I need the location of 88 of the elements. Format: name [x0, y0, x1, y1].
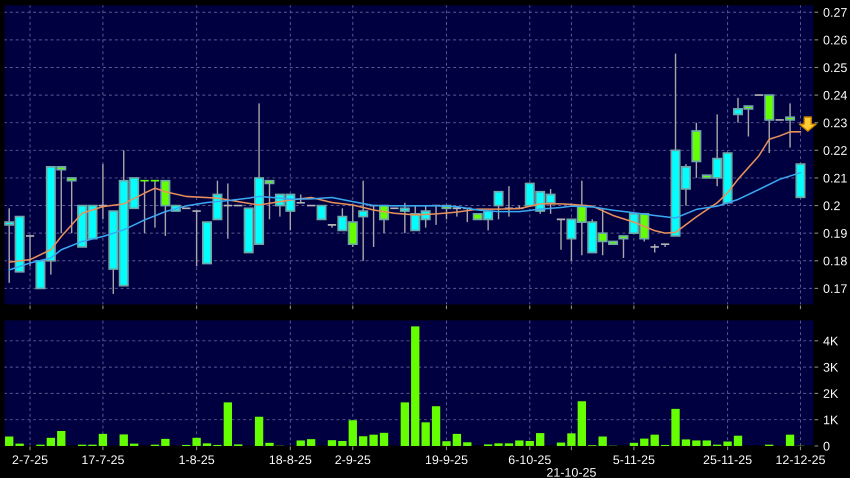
bar	[224, 402, 232, 446]
bar	[46, 438, 56, 446]
bar	[494, 443, 503, 446]
y-tick-label: 1K	[824, 416, 838, 424]
x-tick-label: 21-10-25	[547, 468, 596, 477]
bar	[192, 438, 201, 446]
bar	[526, 440, 534, 446]
candlestick	[556, 218, 566, 250]
candlestick	[431, 204, 442, 226]
candlestick	[462, 207, 472, 223]
bar	[98, 434, 108, 446]
candlestick	[66, 177, 77, 234]
bar	[452, 434, 462, 446]
bar	[463, 442, 472, 446]
y-tick-label: 0.21	[824, 174, 847, 183]
y-tick-label: 0.26	[824, 36, 847, 45]
candlestick	[140, 180, 150, 234]
y-tick-label: 0	[824, 442, 830, 451]
bar	[578, 401, 586, 446]
y-tick-label: 0.22	[824, 146, 847, 155]
bar	[598, 436, 607, 446]
y-tick-label: 3K	[824, 362, 838, 372]
bar	[421, 422, 430, 446]
bar	[630, 442, 638, 446]
bar	[161, 438, 170, 446]
bar	[682, 439, 690, 446]
bar	[692, 440, 701, 446]
candlestick	[494, 190, 504, 220]
bar	[338, 440, 347, 446]
line-series	[8, 172, 802, 271]
bar	[640, 438, 648, 446]
candlestick	[618, 235, 628, 259]
bar	[567, 433, 576, 446]
bar	[400, 402, 409, 446]
bar	[504, 443, 514, 446]
bar	[442, 441, 451, 446]
y-tick-label: 0.23	[824, 118, 847, 128]
bar	[348, 420, 357, 446]
bar	[359, 436, 368, 446]
candlestick	[358, 180, 368, 262]
bar	[306, 439, 316, 446]
bar	[369, 434, 378, 446]
bar	[120, 434, 128, 446]
candlestick	[192, 210, 202, 267]
bar	[734, 436, 742, 446]
x-tick-label: 2-9-25	[335, 455, 370, 464]
bar	[265, 442, 274, 446]
bar	[432, 406, 440, 446]
bar	[536, 433, 544, 446]
bar	[515, 440, 524, 446]
y-tick-label: 0.24	[824, 90, 847, 100]
bar	[671, 408, 680, 446]
x-tick-label: 12-12-25	[776, 455, 825, 464]
bar	[650, 434, 659, 446]
bar	[254, 416, 264, 446]
y-tick-label: 0.2	[824, 201, 840, 210]
y-tick-label: 0.27	[824, 8, 847, 17]
y-tick-label: 0.19	[824, 228, 847, 238]
candlestick	[368, 204, 379, 248]
candlestick	[222, 182, 233, 240]
bar	[296, 440, 305, 446]
bar	[786, 434, 794, 446]
y-tick-label: 0.18	[824, 256, 847, 266]
y-tick-label: 2K	[824, 389, 838, 398]
x-tick-label: 18-8-25	[270, 455, 312, 464]
bar	[411, 326, 420, 446]
x-tick-label: 5-11-25	[613, 455, 654, 464]
candlestick	[504, 186, 514, 218]
x-tick-label: 17-7-25	[82, 455, 124, 464]
y-tick-label: 0.17	[824, 284, 847, 294]
x-tick-label: 25-11-25	[704, 455, 752, 464]
candlestick	[316, 204, 327, 220]
x-tick-label: 6-10-25	[508, 455, 551, 464]
bar	[380, 432, 388, 446]
bar	[328, 440, 336, 446]
candlestick	[25, 235, 36, 267]
x-tick-label: 2-7-25	[12, 455, 48, 464]
x-tick-label: 19-9-25	[426, 455, 468, 464]
y-tick-label: 0.25	[824, 63, 847, 72]
bar	[57, 430, 66, 446]
bar	[5, 436, 14, 446]
bar	[723, 442, 732, 446]
bar	[202, 443, 212, 446]
bar	[702, 440, 711, 446]
y-tick-label: 4K	[823, 336, 838, 346]
bar	[556, 442, 566, 446]
x-tick-label: 1-8-25	[180, 455, 214, 464]
candlestick	[98, 163, 108, 220]
